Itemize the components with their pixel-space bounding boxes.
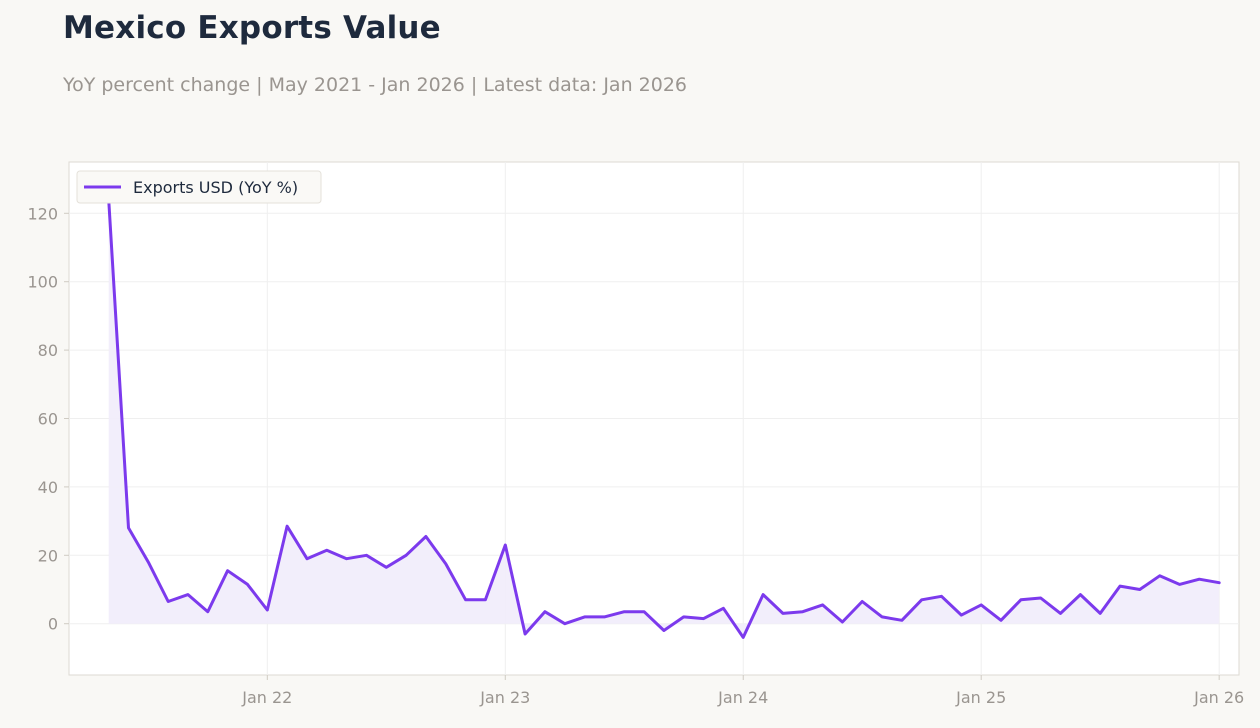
data-point bbox=[206, 610, 210, 614]
y-tick-label: 120 bbox=[27, 204, 58, 223]
data-point bbox=[503, 543, 507, 547]
data-point bbox=[365, 553, 369, 557]
data-point bbox=[166, 600, 170, 604]
data-point bbox=[1197, 577, 1201, 581]
data-point bbox=[1098, 611, 1102, 615]
data-point bbox=[1217, 581, 1221, 585]
data-point bbox=[424, 535, 428, 539]
chart-subtitle: YoY percent change | May 2021 - Jan 2026… bbox=[63, 74, 688, 96]
data-point bbox=[602, 615, 606, 619]
y-tick-label: 20 bbox=[38, 546, 58, 565]
data-point bbox=[702, 617, 706, 621]
data-point bbox=[404, 553, 408, 557]
data-point bbox=[840, 620, 844, 624]
data-point bbox=[384, 565, 388, 569]
data-point bbox=[1078, 593, 1082, 597]
data-point bbox=[821, 603, 825, 607]
data-point bbox=[900, 618, 904, 622]
legend-label: Exports USD (YoY %) bbox=[133, 178, 298, 197]
data-point bbox=[1118, 584, 1122, 588]
data-point bbox=[464, 598, 468, 602]
data-point bbox=[186, 593, 190, 597]
data-point bbox=[781, 611, 785, 615]
data-point bbox=[959, 613, 963, 617]
y-tick-label: 40 bbox=[38, 478, 58, 497]
data-point bbox=[1019, 598, 1023, 602]
data-point bbox=[761, 593, 765, 597]
data-point bbox=[801, 610, 805, 614]
data-point bbox=[226, 569, 230, 573]
data-point bbox=[305, 557, 309, 561]
data-point bbox=[880, 615, 884, 619]
data-point bbox=[940, 594, 944, 598]
data-point bbox=[285, 524, 289, 528]
data-point bbox=[127, 526, 131, 530]
x-axis: Jan 22 Jan 23 Jan 24 Jan 25 Jan 26 bbox=[241, 675, 1244, 707]
y-tick-label: 60 bbox=[38, 410, 58, 429]
series-line-exports-usd-yoy bbox=[107, 198, 1221, 639]
data-point bbox=[1138, 588, 1142, 592]
legend-box bbox=[76, 170, 322, 204]
data-point bbox=[1158, 574, 1162, 578]
chart-title: Mexico Exports Value bbox=[63, 10, 441, 46]
data-point bbox=[721, 606, 725, 610]
data-point bbox=[642, 610, 646, 614]
x-tick-label: Jan 22 bbox=[241, 688, 292, 707]
data-point bbox=[999, 618, 1003, 622]
legend: Exports USD (YoY %) bbox=[76, 170, 322, 204]
data-point bbox=[483, 598, 487, 602]
data-point bbox=[682, 615, 686, 619]
data-point bbox=[979, 603, 983, 607]
data-point bbox=[860, 600, 864, 604]
data-point bbox=[1059, 611, 1063, 615]
data-point bbox=[265, 608, 269, 612]
x-tick-label: Jan 25 bbox=[955, 688, 1006, 707]
data-point bbox=[146, 560, 150, 564]
data-point bbox=[246, 582, 250, 586]
y-tick-label: 0 bbox=[48, 615, 58, 634]
data-point bbox=[583, 615, 587, 619]
data-point bbox=[444, 562, 448, 566]
data-point bbox=[1039, 596, 1043, 600]
x-tick-label: Jan 24 bbox=[717, 688, 768, 707]
y-axis: 0 20 40 60 80 100 120 bbox=[27, 204, 69, 634]
data-point bbox=[920, 598, 924, 602]
data-point bbox=[543, 610, 547, 614]
data-point bbox=[523, 632, 527, 636]
x-tick-label: Jan 26 bbox=[1193, 688, 1244, 707]
data-point bbox=[662, 629, 666, 633]
data-point bbox=[1178, 582, 1182, 586]
series-area-fill bbox=[108, 199, 1220, 638]
data-point bbox=[325, 548, 329, 552]
data-point bbox=[563, 622, 567, 626]
data-point bbox=[622, 610, 626, 614]
y-tick-label: 100 bbox=[27, 273, 58, 292]
y-tick-label: 80 bbox=[38, 341, 58, 360]
data-point bbox=[345, 557, 349, 561]
data-point bbox=[741, 635, 745, 639]
x-tick-label: Jan 23 bbox=[479, 688, 530, 707]
